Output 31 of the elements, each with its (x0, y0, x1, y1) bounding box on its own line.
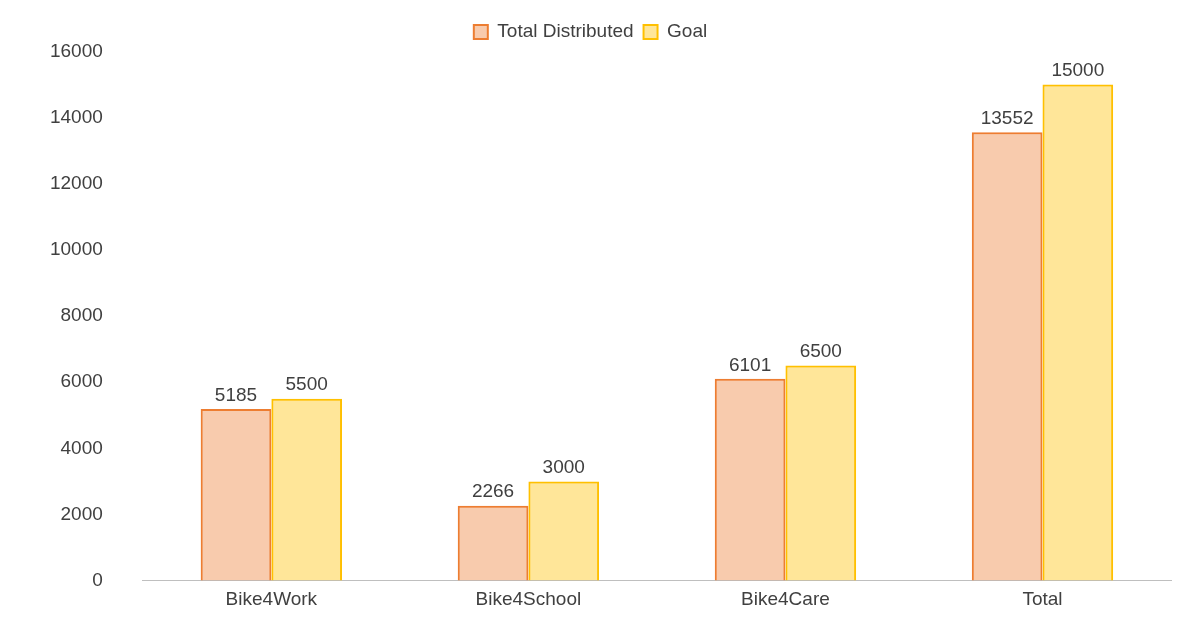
bar (271, 398, 343, 581)
data-label: 15000 (1051, 59, 1105, 81)
y-tick-label: 2000 (60, 502, 103, 524)
y-tick-label: 14000 (49, 105, 103, 127)
y-tick-label: 4000 (60, 436, 103, 458)
bar (785, 365, 857, 581)
data-label: 5500 (285, 373, 328, 395)
data-label: 6500 (799, 340, 842, 362)
x-tick-label: Bike4School (475, 588, 582, 610)
y-tick-label: 6000 (60, 370, 103, 392)
legend-label: Total Distributed (497, 20, 634, 42)
bar (528, 481, 600, 581)
bar (971, 132, 1043, 581)
bar (714, 378, 786, 581)
data-label: 6101 (728, 353, 772, 375)
data-label: 5185 (214, 383, 258, 405)
bar (457, 505, 529, 581)
legend-label: Goal (667, 20, 708, 42)
data-label: 13552 (980, 107, 1034, 129)
x-tick-label: Bike4Care (741, 588, 830, 610)
y-tick-label: 0 (92, 568, 103, 590)
x-tick-label: Total (1022, 588, 1063, 610)
y-tick-label: 8000 (60, 304, 103, 326)
y-tick-label: 12000 (49, 171, 103, 193)
y-tick-label: 10000 (49, 238, 103, 260)
bar (1042, 84, 1114, 581)
x-tick-label: Bike4Work (225, 588, 318, 610)
data-label: 3000 (542, 456, 585, 478)
data-label: 2266 (471, 480, 515, 502)
y-tick-label: 16000 (49, 39, 103, 61)
bar (200, 409, 272, 581)
